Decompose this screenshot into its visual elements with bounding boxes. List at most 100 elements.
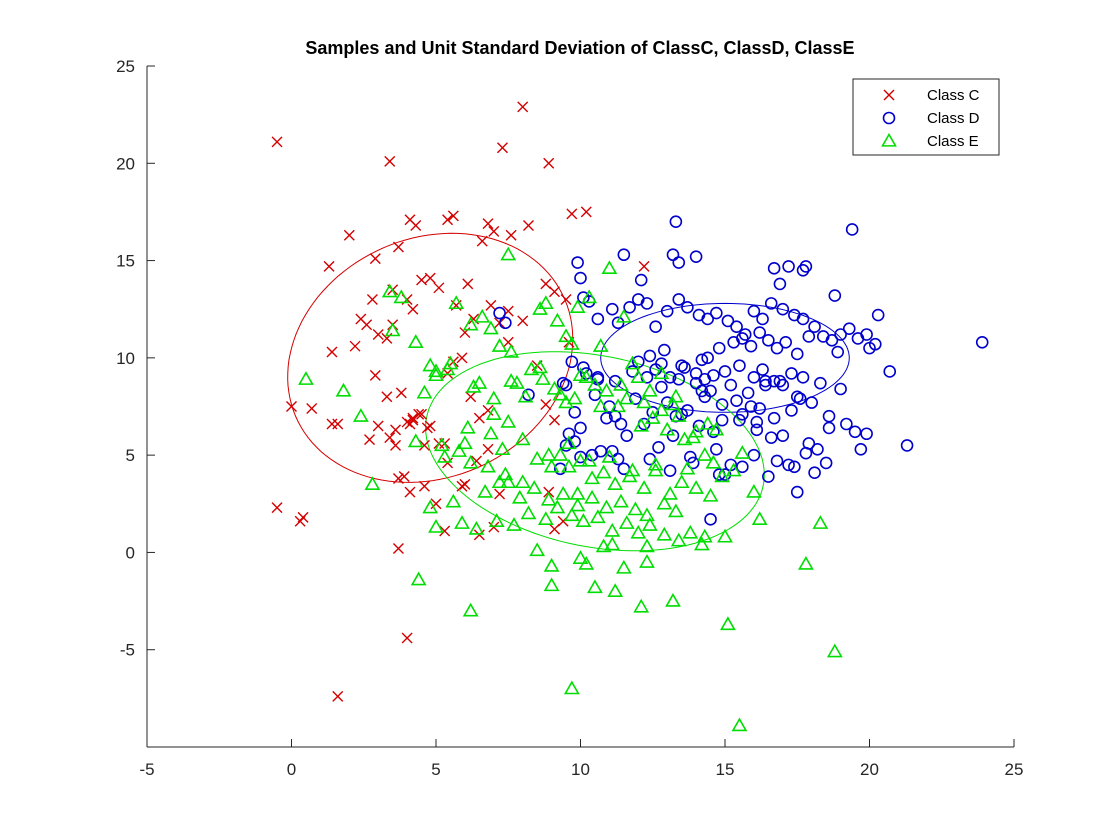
point-class-d	[782, 458, 795, 472]
point-class-d	[845, 223, 859, 236]
x-tick-label: 5	[431, 760, 440, 779]
legend-item-class-e: Class E	[881, 132, 979, 150]
chart-title: Samples and Unit Standard Deviation of C…	[305, 38, 854, 58]
point-class-e	[575, 513, 592, 527]
point-class-d	[750, 423, 764, 437]
point-class-e	[595, 538, 612, 553]
point-class-c	[306, 402, 318, 414]
point-class-e	[615, 559, 632, 574]
point-class-c	[430, 498, 442, 510]
point-class-e	[410, 571, 427, 586]
point-class-e	[491, 338, 508, 352]
point-class-d	[724, 378, 738, 392]
point-class-e	[436, 448, 453, 463]
point-class-e	[688, 480, 704, 494]
point-class-e	[549, 312, 566, 327]
point-class-e	[826, 643, 843, 658]
point-class-e	[561, 435, 577, 450]
point-class-c	[482, 218, 494, 230]
point-class-e	[641, 382, 658, 397]
point-class-d	[733, 413, 746, 427]
point-class-e	[699, 415, 716, 430]
point-class-c	[465, 391, 477, 403]
point-class-d	[730, 320, 743, 334]
point-class-e	[364, 476, 381, 491]
point-class-e	[445, 493, 462, 508]
point-class-c	[404, 418, 416, 430]
point-class-e	[468, 520, 485, 535]
point-class-d	[805, 396, 819, 409]
point-class-d	[672, 372, 686, 386]
point-class-e	[483, 320, 499, 335]
point-class-d	[678, 361, 691, 374]
point-class-e	[407, 433, 424, 448]
point-class-c	[401, 632, 413, 644]
point-class-e	[520, 505, 537, 520]
point-class-d	[493, 306, 506, 320]
point-class-e	[561, 458, 577, 473]
legend-item-class-c: Class C	[883, 87, 980, 104]
point-class-e	[433, 437, 450, 452]
point-class-e	[696, 447, 713, 461]
point-class-d	[695, 384, 709, 398]
point-class-e	[457, 435, 473, 450]
ellipse-class-d	[600, 302, 850, 413]
x-tick-label: 15	[716, 760, 735, 779]
point-class-e	[639, 507, 655, 522]
point-class-d	[733, 359, 746, 372]
legend-label-class-d: Class D	[927, 110, 980, 127]
point-class-d	[770, 454, 784, 468]
point-class-e	[601, 448, 618, 463]
point-class-e	[549, 499, 566, 514]
point-class-d	[605, 302, 619, 316]
point-class-d	[574, 421, 587, 435]
point-class-d	[660, 304, 674, 318]
point-class-d	[643, 349, 657, 363]
point-class-e	[393, 289, 410, 304]
point-class-d	[842, 322, 856, 335]
point-class-d	[704, 513, 717, 526]
point-class-e	[454, 515, 470, 529]
point-class-e	[494, 441, 511, 455]
point-class-c	[372, 329, 384, 341]
point-class-d	[779, 335, 792, 349]
point-class-d	[767, 262, 781, 275]
y-tick-label: -5	[120, 641, 135, 660]
point-class-d	[556, 376, 570, 390]
point-class-d	[782, 260, 795, 273]
point-class-e	[480, 458, 496, 473]
point-class-e	[471, 375, 488, 389]
point-class-c	[343, 229, 355, 241]
plot-background	[147, 66, 1014, 747]
point-class-e	[653, 365, 670, 380]
point-class-d	[736, 460, 749, 474]
point-class-d	[796, 371, 810, 384]
point-class-e	[563, 680, 580, 695]
point-class-e	[569, 299, 586, 313]
point-class-e	[422, 357, 439, 372]
y-tick-label: 0	[126, 543, 135, 562]
point-class-d	[802, 330, 816, 343]
point-class-d	[819, 456, 833, 470]
point-class-c	[517, 101, 529, 113]
point-class-e	[667, 388, 684, 403]
point-class-e	[569, 485, 586, 500]
point-class-e	[485, 406, 502, 420]
point-class-e	[607, 476, 624, 491]
point-class-d	[623, 300, 636, 314]
point-class-d	[736, 407, 749, 421]
point-class-c	[470, 455, 482, 467]
point-class-c	[364, 434, 376, 446]
point-class-c	[439, 525, 451, 537]
point-class-e	[592, 338, 609, 352]
point-class-e	[543, 557, 560, 572]
point-class-d	[790, 347, 804, 361]
point-class-e	[595, 464, 612, 479]
point-class-e	[685, 429, 702, 444]
point-class-e	[610, 398, 626, 413]
point-class-e	[465, 378, 482, 393]
point-class-d	[799, 260, 813, 273]
point-class-e	[543, 458, 560, 473]
point-class-d	[689, 367, 703, 380]
point-class-c	[496, 142, 508, 154]
